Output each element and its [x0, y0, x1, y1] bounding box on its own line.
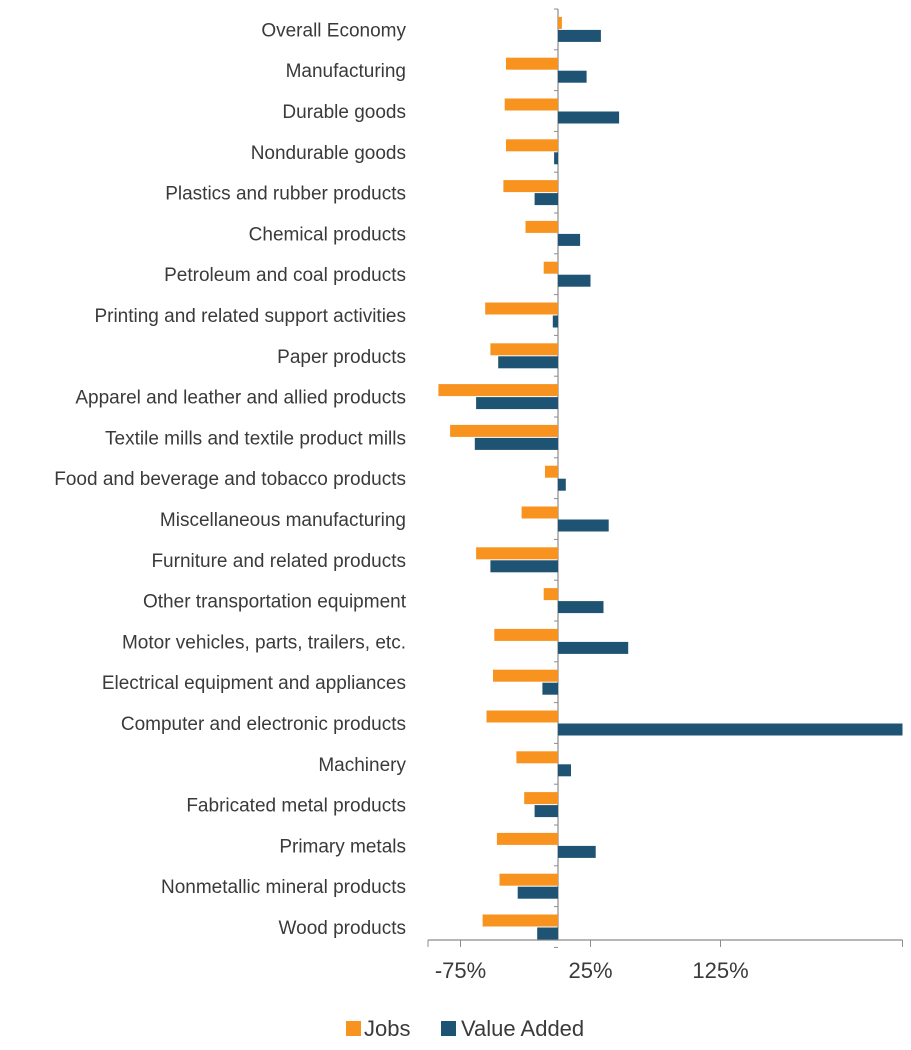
value-added-bar: [558, 70, 587, 83]
jobs-bar: [476, 547, 558, 560]
category-label: Printing and related support activities: [94, 306, 406, 327]
category-label: Overall Economy: [261, 20, 406, 41]
value-added-bar: [537, 927, 558, 940]
jobs-bar: [490, 343, 558, 356]
x-tick-label: 25%: [568, 958, 612, 983]
category-label: Motor vehicles, parts, trailers, etc.: [122, 632, 406, 653]
jobs-bar: [438, 384, 558, 397]
jobs-bar: [496, 832, 558, 845]
value-added-bar: [558, 111, 620, 124]
category-label: Food and beverage and tobacco products: [54, 469, 406, 490]
jobs-bar: [494, 628, 558, 641]
legend-label-jobs: Jobs: [364, 1016, 410, 1041]
x-tick-label: 125%: [692, 958, 748, 983]
value-added-bar: [476, 397, 558, 410]
value-added-bar: [558, 601, 604, 614]
jobs-bar: [506, 57, 558, 70]
category-label: Nonmetallic mineral products: [161, 877, 406, 898]
value-added-bar: [474, 437, 558, 450]
value-added-bar: [558, 845, 596, 858]
category-label: Other transportation equipment: [143, 592, 407, 613]
jobs-bar: [525, 220, 558, 233]
category-label: Manufacturing: [286, 61, 406, 82]
jobs-bar: [543, 588, 558, 601]
category-label: Computer and electronic products: [121, 714, 406, 735]
jobs-bar: [499, 873, 558, 886]
category-label: Fabricated metal products: [186, 796, 406, 817]
category-label: Wood products: [279, 918, 406, 939]
x-tick-label: -75%: [435, 958, 486, 983]
jobs-bar: [543, 261, 558, 274]
value-added-bar: [542, 682, 558, 695]
legend-label-value-added: Value Added: [461, 1016, 584, 1041]
value-added-bar: [558, 723, 903, 736]
jobs-bar: [503, 180, 558, 193]
category-label: Primary metals: [279, 836, 406, 857]
value-added-bar: [558, 519, 609, 532]
value-added-bar: [558, 29, 601, 42]
jobs-bar: [486, 710, 558, 723]
jobs-bar: [521, 506, 558, 519]
category-label: Apparel and leather and allied products: [75, 388, 406, 409]
value-added-bar: [558, 641, 629, 654]
category-label: Machinery: [318, 755, 406, 776]
jobs-bar: [504, 98, 558, 111]
category-label: Electrical equipment and appliances: [102, 673, 406, 694]
category-label: Petroleum and coal products: [164, 265, 406, 286]
category-label: Miscellaneous manufacturing: [160, 510, 406, 531]
category-label: Plastics and rubber products: [165, 184, 406, 205]
jobs-bar: [493, 669, 558, 682]
value-added-bar: [552, 315, 558, 328]
jobs-bar: [506, 139, 558, 152]
value-added-bar: [558, 233, 581, 246]
category-label: Durable goods: [282, 102, 406, 123]
jobs-bar: [524, 792, 558, 805]
category-label: Paper products: [277, 347, 406, 368]
value-added-bar: [558, 764, 571, 777]
category-label: Textile mills and textile product mills: [105, 428, 406, 449]
legend-swatch-jobs: [346, 1021, 361, 1036]
category-label: Chemical products: [249, 224, 406, 245]
jobs-bar: [482, 914, 558, 927]
value-added-bar: [498, 356, 558, 369]
legend-swatch-value-added: [441, 1021, 456, 1036]
category-label: Furniture and related products: [151, 551, 406, 572]
jobs-bar: [516, 751, 558, 764]
jobs-bar: [558, 16, 562, 29]
value-added-bar: [554, 152, 558, 165]
jobs-bar: [450, 424, 558, 437]
category-label: Nondurable goods: [251, 143, 406, 164]
jobs-bar: [545, 465, 558, 478]
value-added-bar: [558, 274, 591, 287]
value-added-bar: [534, 193, 558, 206]
value-added-bar: [517, 886, 558, 899]
value-added-bar: [534, 805, 558, 818]
jobs-bar: [485, 302, 558, 315]
value-added-bar: [558, 478, 566, 491]
value-added-bar: [490, 560, 558, 573]
